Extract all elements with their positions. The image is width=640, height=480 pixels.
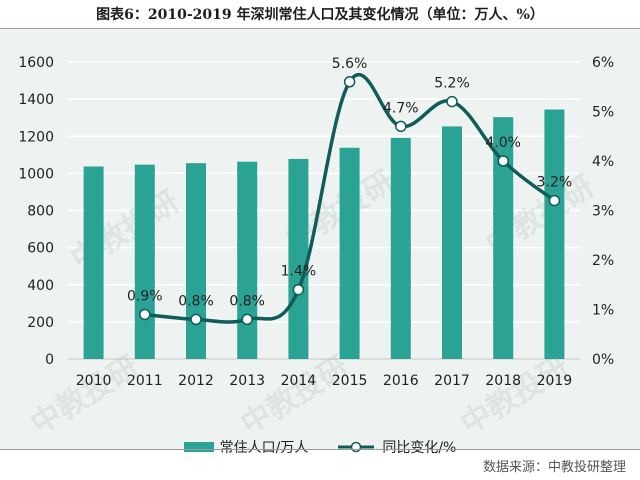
growth-data-label-2011: 0.9%: [127, 288, 163, 304]
growth-point-2015: [343, 76, 356, 88]
legend-label-growth: 同比变化/%: [382, 440, 457, 456]
growth-point-2016: [395, 120, 407, 133]
bar-2016: [390, 137, 411, 359]
growth-data-label-2015: 5.6%: [332, 56, 368, 72]
y-left-tick-label: 200: [27, 315, 54, 331]
y-right-tick-label: 1%: [592, 303, 614, 319]
growth-point-2012: [190, 313, 202, 326]
chart-panel: 中教投研中教投研中教投研中教投研中教投研中教投研0200400600800100…: [0, 29, 640, 456]
bar-2014: [288, 158, 309, 359]
y-right-tick-label: 0%: [592, 352, 614, 368]
growth-point-2018: [497, 155, 509, 167]
x-tick-label: 2019: [537, 373, 573, 389]
y-right-tick-label: 6%: [592, 55, 614, 71]
growth-point-2011: [139, 308, 151, 321]
watermark-text: 中教投研: [455, 349, 575, 429]
growth-data-label-2014: 1.4%: [281, 264, 317, 280]
x-tick-label: 2012: [178, 373, 214, 389]
growth-data-label-2018: 4.0%: [485, 135, 521, 151]
x-tick-label: 2018: [485, 373, 521, 389]
bar-2012: [186, 163, 206, 359]
watermark-text: 中教投研: [235, 349, 355, 429]
y-left-tick-label: 1400: [18, 92, 54, 108]
chart-title: 图表6：2010-2019 年深圳常住人口及其变化情况（单位：万人、%）: [96, 7, 544, 23]
growth-point-2014: [292, 283, 305, 296]
growth-data-label-2017: 5.2%: [434, 76, 470, 92]
title-divider: [0, 28, 640, 29]
bar-2013: [237, 161, 258, 359]
y-right-tick-label: 2%: [592, 253, 614, 269]
y-right-tick-label: 5%: [592, 105, 614, 121]
source-divider: [0, 449, 640, 450]
growth-point-2017: [446, 95, 458, 108]
bar-2018: [493, 117, 514, 360]
source-note: 数据来源：中教投研整理: [482, 460, 626, 475]
bar-2017: [442, 126, 462, 360]
bar-2010: [83, 166, 104, 359]
watermark-text: 中教投研: [65, 184, 185, 277]
x-tick-label: 2016: [383, 373, 419, 389]
y-left-tick-label: 600: [27, 241, 54, 257]
y-right-tick-label: 3%: [592, 204, 614, 220]
y-left-tick-label: 0: [45, 352, 54, 368]
x-tick-label: 2015: [332, 373, 368, 389]
combo-chart: 中教投研中教投研中教投研中教投研中教投研中教投研0200400600800100…: [18, 55, 614, 429]
legend-item-growth: 同比变化/%: [336, 437, 456, 457]
x-tick-label: 2011: [127, 373, 163, 389]
growth-data-label-2019: 3.2%: [537, 175, 573, 191]
legend-item-population: 常住人口/万人: [183, 437, 309, 457]
x-tick-label: 2017: [434, 373, 470, 389]
growth-data-label-2016: 4.7%: [383, 100, 419, 116]
growth-data-label-2012: 0.8%: [178, 293, 214, 309]
y-left-tick-label: 1200: [18, 129, 54, 145]
x-tick-label: 2010: [76, 373, 112, 389]
chart-legend: 常住人口/万人 同比变化/%: [0, 437, 640, 457]
legend-line-swatch: [338, 441, 375, 453]
bar-2015: [339, 147, 360, 359]
growth-data-label-2013: 0.8%: [229, 293, 265, 309]
legend-bar-swatch: [183, 442, 214, 452]
growth-point-2013: [241, 313, 253, 326]
y-left-tick-label: 1000: [18, 166, 54, 182]
y-right-tick-label: 4%: [592, 154, 614, 170]
watermark-text: 中教投研: [25, 349, 145, 429]
growth-point-2019: [548, 194, 561, 207]
bar-2019: [544, 109, 565, 360]
y-left-tick-label: 1600: [18, 55, 54, 71]
y-left-tick-label: 400: [27, 278, 54, 294]
x-tick-label: 2013: [229, 373, 265, 389]
bar-2011: [134, 164, 155, 359]
legend-label-population: 常住人口/万人: [219, 440, 309, 456]
x-tick-label: 2014: [281, 373, 317, 389]
y-left-tick-label: 800: [27, 204, 54, 220]
